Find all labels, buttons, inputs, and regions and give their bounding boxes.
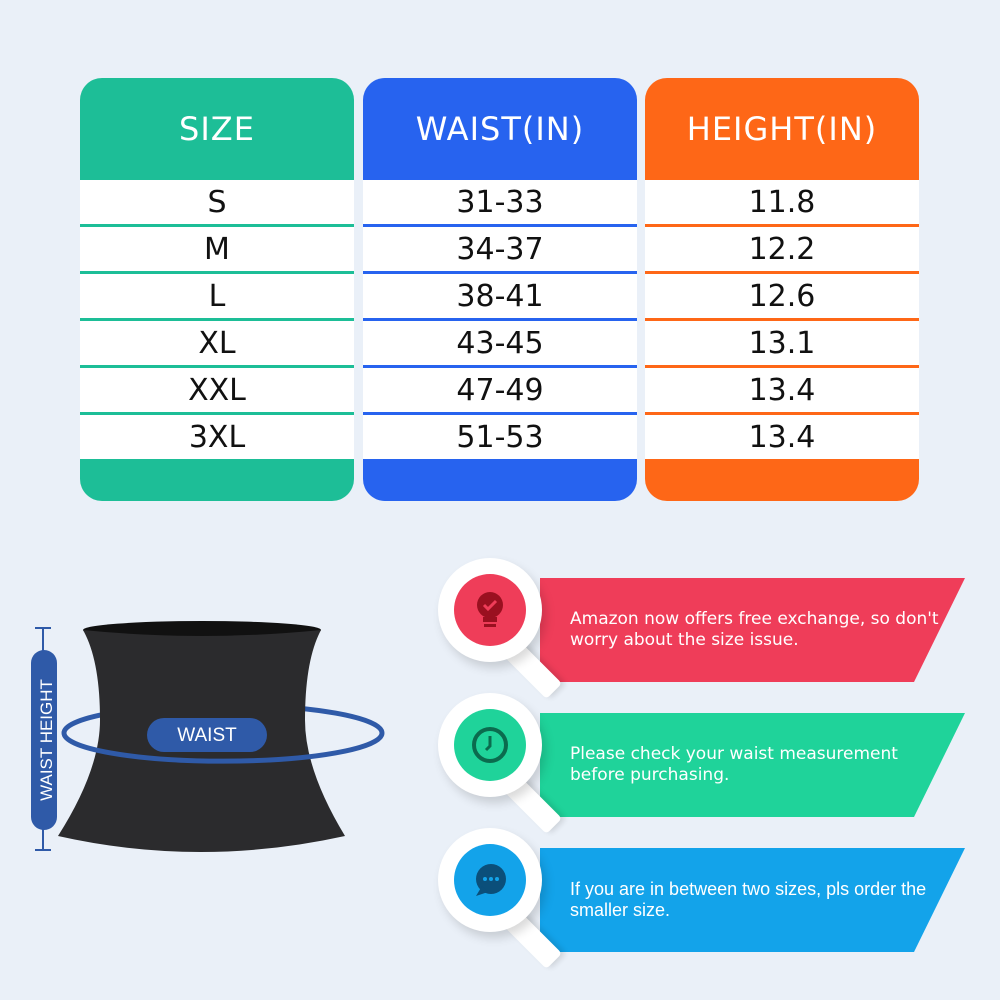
waist-cell: 34-37 [363,227,637,271]
height-header: HEIGHT(IN) [686,110,878,148]
tip-icon-badge [438,558,542,662]
lightbulb-check-icon [477,592,503,627]
waist-cell: 51-53 [363,415,637,459]
height-cell: 13.4 [645,368,919,412]
waist-cell: 31-33 [363,180,637,224]
waist-cell: 47-49 [363,368,637,412]
height-cell: 12.6 [645,274,919,318]
tip-text: Please check your waist measurement befo… [570,744,898,785]
waist-cell: 38-41 [363,274,637,318]
waist-trainer-illustration: WAIST WAIST HEIGHT [31,621,385,852]
tip-text: If you are in between two sizes, pls ord… [570,879,927,920]
height-column: HEIGHT(IN) 11.8 12.2 12.6 13.1 13.4 13.4 [645,78,919,501]
belt-front-ring [61,732,385,764]
tip-icon-badge [438,693,542,797]
waist-column: WAIST(IN) 31-33 34-37 38-41 43-45 47-49 … [363,78,637,501]
clock-icon [472,727,508,763]
waist-height-label: WAIST HEIGHT [37,679,56,801]
tip-banner-measure: Please check your waist measurement befo… [540,713,965,817]
tip-banner-exchange: Amazon now offers free exchange, so don'… [540,578,965,682]
size-cell: S [80,180,354,224]
height-cell: 13.4 [645,415,919,459]
size-column: SIZE S M L XL XXL 3XL [80,78,354,501]
size-cell: M [80,227,354,271]
tip-icon-badge [438,828,542,932]
waist-label: WAIST [177,725,237,746]
waist-header: WAIST(IN) [415,110,585,148]
size-cell: XXL [80,368,354,412]
size-cell: 3XL [80,415,354,459]
size-cell: XL [80,321,354,365]
waist-label-pill [147,718,267,752]
height-cell: 11.8 [645,180,919,224]
tip-banner-between-sizes: If you are in between two sizes, pls ord… [540,848,965,952]
height-label-pill [31,650,57,830]
chat-bubble-icon [476,864,506,896]
height-cell: 13.1 [645,321,919,365]
tip-text: Amazon now offers free exchange, so don'… [570,609,939,650]
size-cell: L [80,274,354,318]
size-header: SIZE [179,110,255,148]
waist-cell: 43-45 [363,321,637,365]
height-cell: 12.2 [645,227,919,271]
